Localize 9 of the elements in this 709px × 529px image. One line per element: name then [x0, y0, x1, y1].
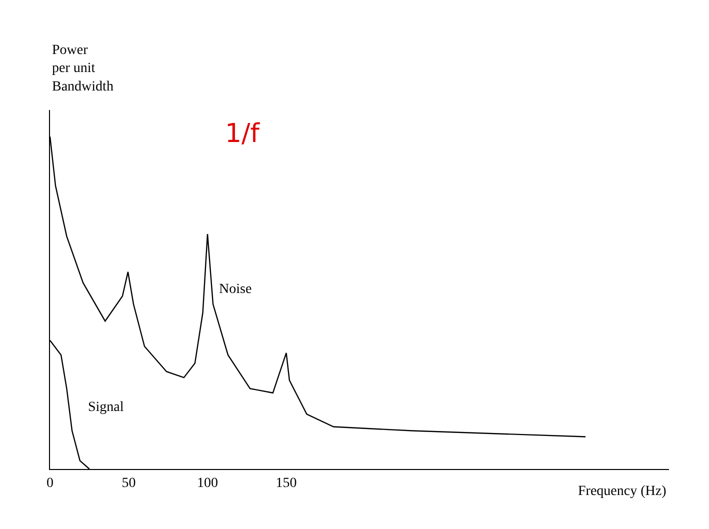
- x-axis-title: Frequency (Hz): [578, 484, 667, 499]
- x-tick-label: 100: [197, 476, 218, 491]
- annotation: 1/f: [225, 119, 260, 149]
- series-label: Signal: [88, 400, 124, 415]
- x-tick-label: 150: [276, 476, 297, 491]
- x-tick-label: 50: [122, 476, 136, 491]
- x-tick-label: 0: [46, 476, 54, 491]
- y-axis-title: Power per unit Bandwidth: [52, 43, 114, 94]
- series-label: Noise: [219, 282, 252, 297]
